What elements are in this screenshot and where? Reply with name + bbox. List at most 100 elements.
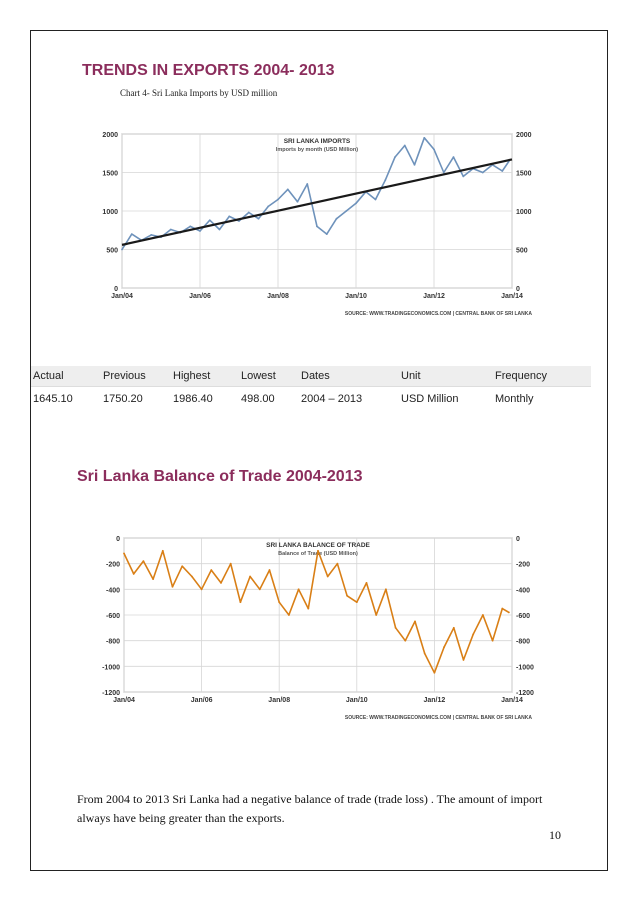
data-point xyxy=(150,233,153,236)
header-unit: Unit xyxy=(399,366,493,387)
data-point xyxy=(152,578,154,580)
summary-paragraph: From 2004 to 2013 Sri Lanka had a negati… xyxy=(77,792,543,825)
balance-heading: Sri Lanka Balance of Trade 2004-2013 xyxy=(77,468,363,485)
data-point xyxy=(169,228,172,231)
data-point xyxy=(199,230,201,232)
y-tick-label-left: -1000 xyxy=(102,664,120,671)
data-point xyxy=(452,626,455,629)
data-point xyxy=(482,614,484,616)
data-point xyxy=(171,585,174,588)
y-tick-label-right: 0 xyxy=(516,286,520,293)
data-point xyxy=(161,549,164,552)
y-tick-label-right: -1200 xyxy=(516,690,534,697)
data-point xyxy=(423,136,426,139)
data-point xyxy=(200,588,203,591)
data-point xyxy=(335,217,338,220)
y-tick-label-left: 0 xyxy=(114,286,118,293)
data-point xyxy=(210,569,213,571)
data-point xyxy=(501,170,504,172)
trend-line xyxy=(121,158,513,246)
cell-dates: 2004 – 2013 xyxy=(301,393,363,405)
y-tick-label-left: 1500 xyxy=(102,171,118,178)
data-point xyxy=(296,200,299,203)
data-point xyxy=(442,171,445,174)
y-tick-label-right: 2000 xyxy=(516,132,532,139)
data-point xyxy=(375,614,378,616)
data-point xyxy=(355,601,358,604)
data-point xyxy=(257,217,260,220)
data-point xyxy=(403,144,406,147)
data-point xyxy=(345,210,348,212)
y-tick-label-left: 2000 xyxy=(102,132,118,139)
data-point xyxy=(501,607,504,610)
header-dates: Dates xyxy=(299,366,399,387)
data-point xyxy=(288,614,290,616)
data-point xyxy=(336,562,339,565)
y-tick-label-left: -1200 xyxy=(102,690,120,697)
x-tick-label: Jan/08 xyxy=(267,293,289,300)
x-tick-label: Jan/06 xyxy=(189,293,211,300)
data-point xyxy=(258,588,261,591)
chart-caption: Chart 4- Sri Lanka Imports by USD millio… xyxy=(120,88,278,98)
data-point xyxy=(297,588,300,591)
data-point xyxy=(507,611,510,614)
y-tick-label-right: -1000 xyxy=(516,664,534,671)
data-point xyxy=(123,552,125,555)
data-point xyxy=(142,560,145,562)
stats-header-row: Actual Previous Highest Lowest Dates Uni… xyxy=(31,366,591,387)
cell-previous: 1750.20 xyxy=(103,393,143,405)
x-tick-label: Jan/12 xyxy=(423,293,445,300)
data-point xyxy=(355,202,357,205)
data-point xyxy=(325,233,328,235)
chart-source: SOURCE: WWW.TRADINGECONOMICS.COM | CENTR… xyxy=(345,311,533,317)
x-tick-label: Jan/10 xyxy=(346,697,368,704)
data-point xyxy=(306,183,309,185)
x-tick-label: Jan/04 xyxy=(113,697,135,704)
page-border xyxy=(30,30,608,871)
cell-highest: 1986.40 xyxy=(173,393,213,405)
x-tick-label: Jan/12 xyxy=(424,697,446,704)
header-previous: Previous xyxy=(101,366,171,387)
x-tick-label: Jan/08 xyxy=(268,697,290,704)
cell-frequency: Monthly xyxy=(495,393,534,405)
y-tick-label-left: -600 xyxy=(106,613,120,620)
data-point xyxy=(317,549,319,552)
data-point xyxy=(208,219,211,222)
data-point xyxy=(452,156,455,158)
data-point xyxy=(267,205,270,208)
data-point xyxy=(404,639,407,642)
x-tick-label: Jan/14 xyxy=(501,293,523,300)
header-highest: Highest xyxy=(171,366,239,387)
x-tick-label: Jan/10 xyxy=(345,293,367,300)
data-point xyxy=(249,575,252,578)
data-point xyxy=(278,601,281,604)
page-number: 10 xyxy=(549,828,561,842)
y-tick-label-right: 1000 xyxy=(516,209,532,216)
data-point xyxy=(228,215,231,218)
data-point xyxy=(443,646,445,648)
data-point xyxy=(384,179,387,182)
data-point xyxy=(462,175,465,178)
y-tick-label-left: -400 xyxy=(106,587,120,594)
y-tick-label-right: -400 xyxy=(516,587,530,594)
imports-chart: 0 0 500 500 1000 1000 1500 1500 2000 2000 Jan/04 Ja… xyxy=(102,132,533,317)
export-heading: TRENDS IN EXPORTS 2004- 2013 xyxy=(82,62,335,79)
data-point xyxy=(433,671,436,674)
cell-unit: USD Million xyxy=(401,393,459,405)
header-frequency: Frequency xyxy=(493,366,591,387)
x-tick-label: Jan/06 xyxy=(191,697,213,704)
data-point xyxy=(365,582,368,584)
data-point xyxy=(277,198,279,201)
data-point xyxy=(374,198,377,201)
chart-subtitle: Imports by month (USD Million) xyxy=(276,147,358,153)
data-point xyxy=(229,562,232,565)
data-point xyxy=(326,575,329,578)
y-tick-label-left: 0 xyxy=(116,536,120,543)
stats-table: Actual Previous Highest Lowest Dates Uni… xyxy=(31,366,591,408)
data-point xyxy=(385,588,387,591)
x-tick-label: Jan/14 xyxy=(501,697,523,704)
data-point xyxy=(121,248,123,251)
y-tick-label-left: 500 xyxy=(106,248,118,255)
chart-source: SOURCE: WWW.TRADINGECONOMICS.COM | CENTR… xyxy=(345,715,533,721)
x-tick-label: Jan/04 xyxy=(111,293,133,300)
